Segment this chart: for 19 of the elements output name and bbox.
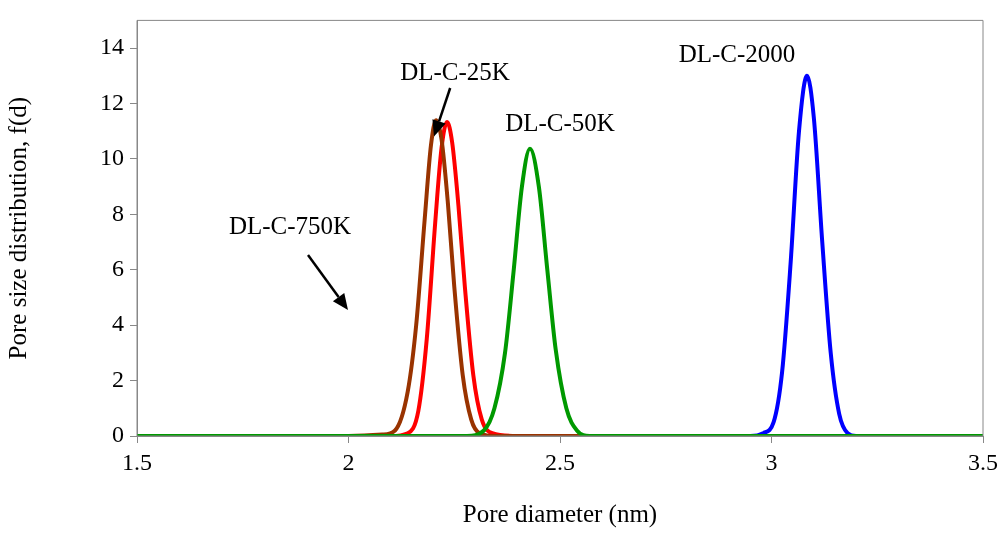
x-tick-label: 2 <box>342 448 355 475</box>
annotation: DL-C-750K <box>228 211 352 239</box>
y-tick-label: 10 <box>100 144 124 171</box>
x-tick-label: 1.5 <box>122 448 152 475</box>
y-tick-label: 0 <box>112 421 124 448</box>
annotation: DL-C-2000 <box>678 39 796 67</box>
y-tick-label: 8 <box>112 199 124 226</box>
y-tick-label: 2 <box>112 365 124 392</box>
annotation: DL-C-25K <box>400 57 510 85</box>
annotation: DL-C-50K <box>505 108 615 136</box>
y-axis-title: Pore size distribution, f(d) <box>3 96 32 360</box>
y-tick-label: 4 <box>112 310 124 337</box>
x-axis-title: Pore diameter (nm) <box>462 499 658 528</box>
y-tick-label: 6 <box>112 255 124 282</box>
y-tick-label: 12 <box>100 88 124 115</box>
y-tick-label: 14 <box>100 33 124 60</box>
x-tick-label: 3.5 <box>968 448 998 475</box>
x-tick-label: 2.5 <box>545 448 575 475</box>
x-tick-label: 3 <box>765 448 778 475</box>
